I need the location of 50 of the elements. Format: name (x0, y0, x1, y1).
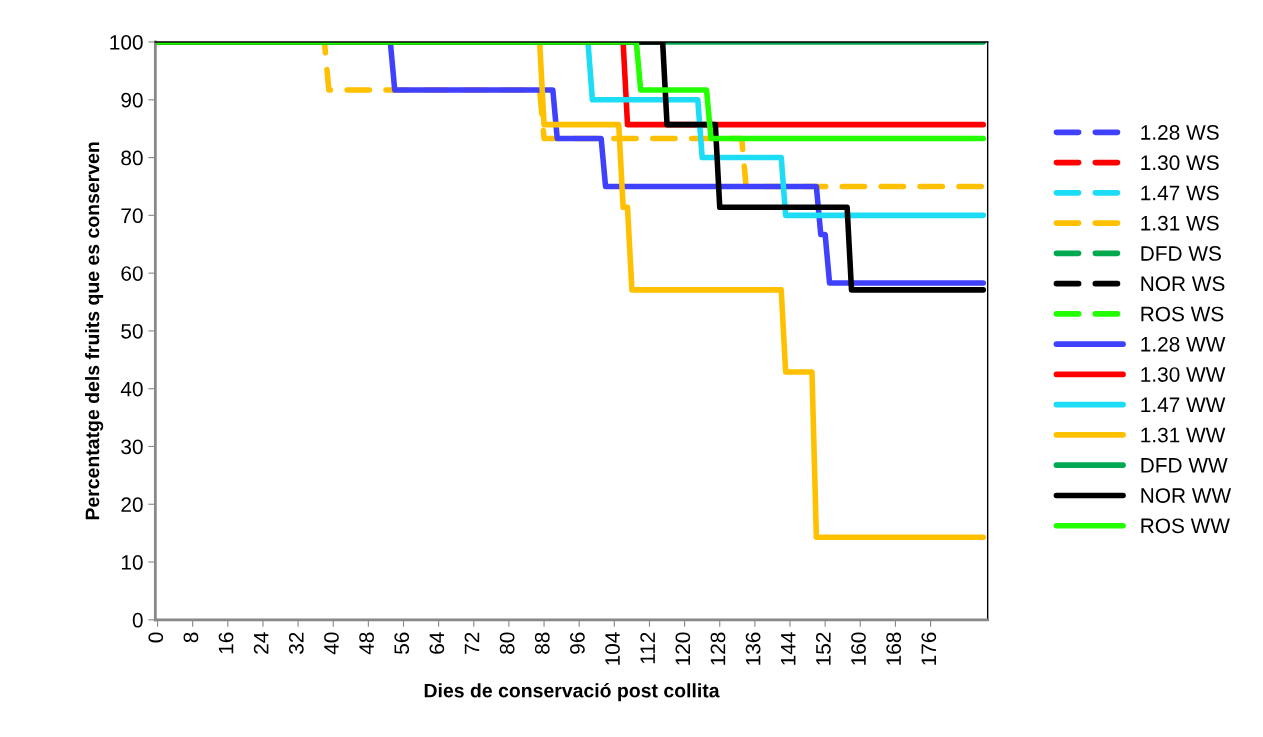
x-tick-label: 80 (499, 632, 515, 654)
legend-label: 1.30 WW (1141, 367, 1226, 382)
x-tick-label: 0 (148, 632, 164, 643)
y-tick-label: 60 (121, 266, 143, 281)
y-tick-label: 90 (121, 92, 143, 108)
y-tick-label: 30 (121, 439, 143, 455)
legend-label: NOR WS (1141, 276, 1225, 292)
x-tick-label: 136 (745, 632, 761, 665)
legend-label: ROS WW (1141, 518, 1230, 534)
legend-label: 1.47 WW (1141, 397, 1226, 412)
legend-label: 1.28 WW (1141, 336, 1226, 352)
x-tick-label: 72 (464, 632, 480, 654)
y-tick-label: 100 (110, 35, 143, 50)
x-tick-label: 128 (710, 632, 726, 665)
legend-label: ROS WS (1141, 306, 1224, 322)
x-tick-label: 88 (534, 632, 550, 654)
x-tick-label: 56 (394, 632, 410, 654)
y-axis-title: Percentatge dels fruits que es conserven (85, 142, 104, 520)
x-tick-label: 144 (781, 632, 796, 665)
x-tick-label: 168 (886, 632, 902, 665)
x-tick-label: 24 (253, 632, 269, 654)
legend-label: NOR WW (1141, 488, 1232, 503)
x-tick-label: 48 (359, 632, 374, 655)
y-tick-label: 10 (121, 555, 143, 570)
x-axis-title: Dies de conservació post collita (424, 683, 720, 702)
x-tick-label: 16 (218, 632, 234, 654)
x-tick-label: 32 (288, 632, 304, 654)
legend-label: DFD WW (1141, 458, 1228, 473)
legend-label: DFD WS (1141, 246, 1221, 261)
x-tick-label: 152 (816, 632, 831, 665)
x-tick-label: 96 (570, 632, 585, 654)
y-tick-label: 80 (121, 150, 143, 166)
y-tick-label: 0 (132, 612, 143, 628)
x-tick-label: 40 (324, 632, 339, 655)
x-tick-label: 8 (183, 632, 199, 643)
legend-label: 1.31 WS (1141, 215, 1219, 231)
x-tick-label: 176 (921, 632, 937, 665)
y-tick-label: 50 (121, 323, 143, 339)
legend-label: 1.31 WW (1141, 427, 1226, 443)
y-tick-label: 40 (120, 381, 143, 397)
legend-label: 1.30 WS (1141, 155, 1219, 171)
y-tick-label: 70 (121, 208, 143, 224)
x-tick-label: 160 (851, 632, 866, 665)
y-tick-label: 20 (121, 497, 143, 513)
x-tick-label: 104 (605, 632, 620, 665)
legend-label: 1.28 WS (1141, 125, 1219, 140)
x-tick-label: 112 (640, 632, 655, 664)
x-tick-label: 120 (675, 632, 691, 665)
legend-label: 1.47 WS (1141, 185, 1219, 201)
x-tick-label: 64 (429, 632, 445, 654)
